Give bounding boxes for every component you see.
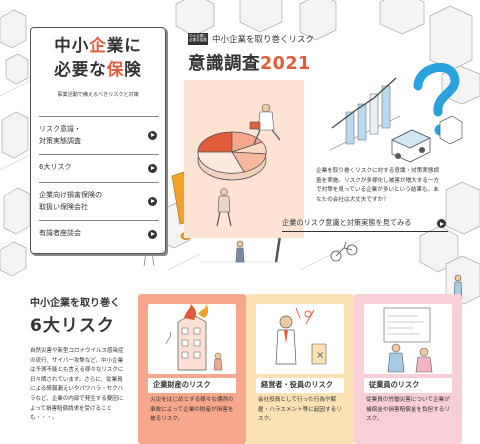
badge-line: 中小企業に (189, 34, 207, 38)
card-illustration: × (256, 304, 344, 374)
arrow-right-icon (148, 130, 157, 140)
menu-item-label: 取扱い保険会社 (39, 203, 88, 211)
badge-line: 必要な保険 (189, 38, 207, 42)
menu-title-accent: 企 (89, 36, 107, 55)
survey-link[interactable]: 企業のリスク意識と対策実態を見てみる (282, 217, 448, 232)
survey-link-label: 企業のリスク意識と対策実態を見てみる (282, 218, 412, 227)
bar-chart-icon (329, 77, 401, 151)
employee-illustration (383, 307, 433, 373)
menu-item-label: 6大リスク (39, 163, 72, 171)
card-label: 企業財産のリスク (148, 378, 236, 393)
menu-title-part: 必要な (54, 60, 107, 79)
card-description: 従業員の労働災害について企業が補償金や損害賠償金を負担するリスク。 (366, 397, 450, 422)
survey-illustration[interactable] (184, 80, 304, 238)
risk-card-property[interactable]: 企業財産のリスク 火災をはじめとする様々な偶然の事故によって企業の財産が損害を被… (138, 294, 246, 444)
menu-item-six-risks[interactable]: 6大リスク (39, 154, 159, 180)
arrow-right-icon (148, 163, 157, 173)
card-illustration (364, 304, 452, 374)
card-label: 経営者・役員のリスク (256, 378, 344, 393)
menu-item-insurers[interactable]: 企業向け損害保険の 取扱い保険会社 (39, 182, 159, 218)
executive-illustration: × (275, 307, 327, 365)
menu-subtitle: 事業活動で備えるべきリスクと対策 (57, 92, 139, 98)
burning-building-icon (165, 304, 223, 371)
arrow-right-icon (148, 229, 157, 239)
risk-card-executives[interactable]: × 経営者・役員のリスク 会社役員として行った行為や解雇・ハラスメント等に起因す… (246, 294, 354, 444)
arrow-right-icon (148, 196, 157, 206)
menu-title-line1: 中小企業に (37, 36, 159, 55)
pie-chart-icon (197, 103, 281, 227)
guide-menu-card: 中小企業に 必要な保険 事業活動で備えるべきリスクと対策 リスク意識・ 対策実態… (30, 27, 166, 254)
guide-badge: 中小企業に 必要な保険 (188, 33, 208, 45)
card-illustration (148, 304, 236, 374)
six-risks-title-line2: 6大リスク (30, 316, 115, 336)
menu-item-risk-survey[interactable]: リスク意識・ 対策実態調査 (39, 116, 159, 152)
risk-card-employees[interactable]: 従業員のリスク 従業員の労働災害について企業が補償金や損害賠償金を負担するリスク… (354, 294, 462, 444)
menu-title-accent: 保 (106, 60, 125, 79)
card-label: 従業員のリスク (364, 378, 452, 393)
menu-item-label: リスク意識・ (39, 125, 81, 133)
menu-title-part: 業に (106, 36, 142, 55)
menu-title-part: 険 (124, 60, 142, 79)
six-risks-title: 中小企業を取り巻く 6大リスク (30, 294, 120, 336)
survey-title-text: 意識調査 (188, 54, 260, 74)
card-description: 火災をはじめとする様々な偶然の事故によって企業の財産が損害を被るリスク。 (150, 397, 234, 422)
menu-title-part: 中小 (54, 36, 90, 55)
six-risks-title-line1: 中小企業を取り巻く (30, 298, 120, 309)
bicycle-icon (330, 241, 358, 262)
menu-item-label: 対策実態調査 (39, 137, 81, 145)
menu-item-label: 有識者座談会 (39, 229, 81, 237)
card-description: 会社役員として行った行為や解雇・ハラスメント等に起因するリスク。 (258, 397, 342, 422)
arrow-right-icon (437, 219, 446, 228)
survey-subtitle: 中小企業を取り巻くリスク (212, 35, 315, 45)
survey-description: 企業を取り巻くリスクに対する意識・対策実態調査を実施。リスクが多様化し被害が増大… (316, 168, 440, 203)
menu-item-label: 企業向け損害保険の (39, 191, 102, 199)
survey-year: 2021 (260, 54, 311, 74)
survey-title: 意識調査2021 (188, 50, 311, 75)
menu-item-roundtable[interactable]: 有識者座談会 (39, 220, 159, 246)
svg-text:×: × (316, 350, 324, 361)
truck-icon (391, 129, 431, 163)
menu-title-line2: 必要な保険 (37, 60, 159, 79)
six-risks-body: 自然災害や新型コロナウイルス感染症の流行、サイバー攻撃など、中小企業は予測不能と… (30, 348, 124, 422)
